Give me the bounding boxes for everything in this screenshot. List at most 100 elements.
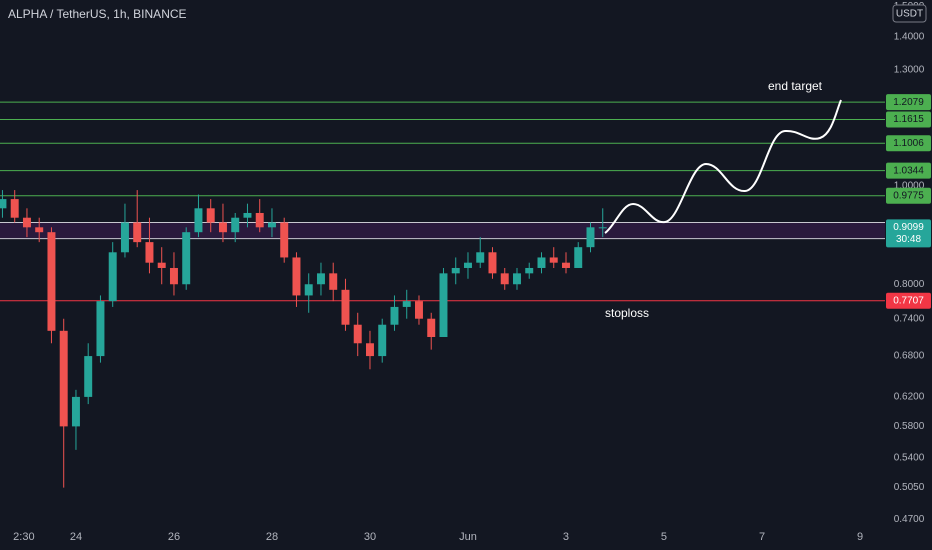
candle-body: [84, 356, 93, 397]
candle-body: [488, 252, 497, 274]
candle-body: [513, 273, 521, 285]
candle-body: [353, 324, 362, 344]
candle-body: [451, 267, 460, 274]
countdown-label: 30:48: [896, 234, 921, 245]
candle-body: [316, 273, 325, 285]
level-tag: [886, 162, 931, 179]
x-tick-label: 3: [563, 531, 569, 543]
level-label: 1.1006: [893, 138, 924, 149]
currency-label[interactable]: USDT: [896, 9, 923, 20]
candle-body: [476, 252, 485, 263]
price-tag: [886, 219, 931, 248]
level-tag: [886, 94, 931, 111]
currency-box[interactable]: [892, 4, 927, 23]
candle-body: [145, 242, 154, 263]
candle-body: [10, 199, 19, 218]
x-tick-label: 30: [364, 531, 376, 543]
y-tick-label: 0.5800: [894, 421, 925, 432]
y-tick-label: 1.0000: [894, 180, 925, 191]
candle-body: [47, 232, 56, 331]
level-label: 1.0344: [893, 165, 924, 176]
candle-body: [341, 289, 350, 325]
candle-body: [218, 222, 227, 233]
candle-body: [562, 262, 570, 268]
candle-body: [390, 306, 399, 325]
candle-body: [427, 318, 436, 337]
candle-body: [464, 262, 472, 268]
target-label: end target: [768, 79, 823, 93]
candle-body: [574, 247, 583, 268]
y-tick-label: 0.5400: [894, 453, 925, 464]
candle-layer: [0, 190, 607, 488]
x-tick-label: 2:30: [13, 531, 34, 543]
candle-body: [108, 252, 117, 302]
candle-body: [231, 217, 240, 233]
x-tick-label: Jun: [459, 531, 477, 543]
candle-body: [194, 208, 203, 233]
level-tag: [886, 187, 931, 204]
y-tick-label: 1.4000: [894, 32, 925, 43]
y-tick-label: 1.3000: [894, 64, 925, 75]
x-tick-label: 7: [759, 531, 765, 543]
level-tag: [886, 292, 931, 309]
candle-body: [59, 330, 68, 427]
candle-body: [598, 227, 607, 229]
y-tick-label: 0.6800: [894, 351, 925, 362]
candle-body: [0, 199, 7, 209]
candle-body: [329, 273, 338, 290]
price-label: 0.9099: [893, 222, 924, 233]
zone-layer: [0, 221, 885, 240]
candle-body: [586, 227, 595, 248]
candle-body: [255, 212, 264, 228]
y-tick-label: 0.8000: [894, 279, 925, 290]
x-tick-label: 28: [266, 531, 278, 543]
candle-body: [71, 396, 80, 427]
candle-body: [182, 232, 191, 285]
candle-body: [414, 301, 423, 319]
candle-body: [537, 257, 546, 268]
x-tick-label: 24: [70, 531, 82, 543]
y-tick-label: 0.6200: [894, 392, 925, 403]
stoploss-label: stoploss: [605, 306, 649, 320]
price-axis: [885, 0, 932, 550]
level-label: 0.7707: [893, 295, 924, 306]
candle-body: [133, 222, 142, 243]
level-label: 1.2079: [893, 97, 924, 108]
candle-body: [525, 267, 534, 274]
x-tick-label: 5: [661, 531, 667, 543]
y-tick-label: 0.4700: [894, 514, 925, 525]
level-tag: [886, 111, 931, 128]
candle-body: [500, 273, 509, 285]
x-tick-label: 9: [857, 531, 863, 543]
candle-body: [243, 212, 252, 218]
candle-body: [157, 262, 166, 268]
axis-layer: 1.50001.40001.30001.00000.80000.74000.68…: [13, 0, 932, 550]
candle-body: [120, 222, 129, 253]
candle-body: [35, 227, 44, 233]
y-tick-label: 0.5050: [894, 482, 925, 493]
level-label: 1.1615: [893, 114, 924, 125]
level-label: 0.9775: [893, 190, 924, 201]
level-layer: [0, 101, 885, 302]
candle-body: [292, 257, 301, 296]
level-tag: [886, 135, 931, 152]
candle-body: [378, 324, 387, 357]
candle-body: [304, 284, 313, 296]
candle-body: [439, 273, 448, 337]
projection-curve: [604, 99, 842, 234]
candle-body: [365, 343, 374, 357]
candle-body: [169, 267, 178, 285]
candle-body: [267, 222, 276, 228]
zone: [0, 222, 885, 239]
candle-body: [206, 208, 215, 223]
candle-body: [549, 257, 558, 263]
candle-body: [280, 222, 289, 258]
candle-body: [96, 301, 105, 357]
candle-body: [402, 301, 411, 307]
chart-title: ALPHA / TetherUS, 1h, BINANCE: [8, 7, 187, 21]
candle-body: [22, 217, 31, 228]
x-tick-label: 26: [168, 531, 180, 543]
